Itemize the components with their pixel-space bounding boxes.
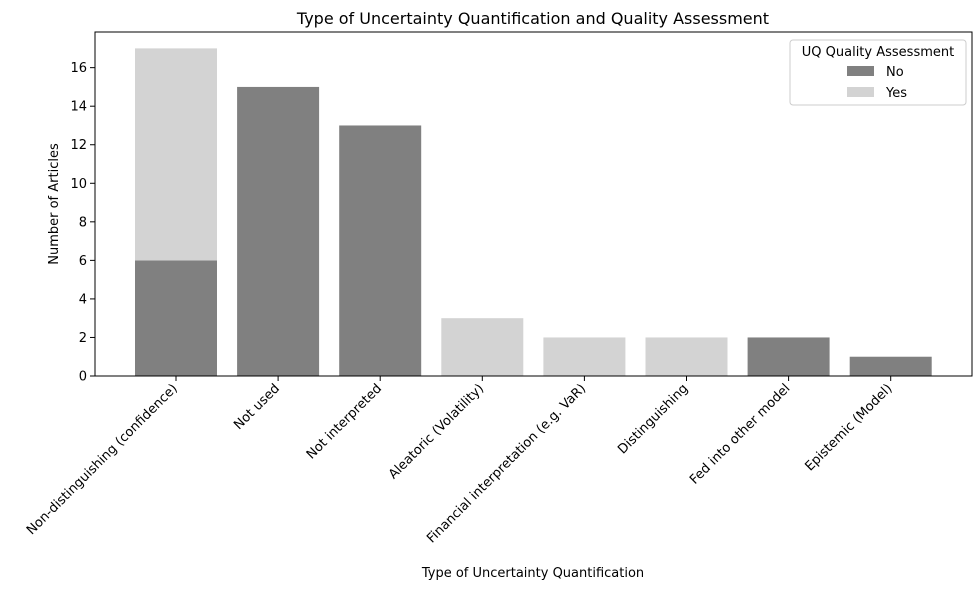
x-tick-label: Not used — [231, 381, 283, 433]
legend: UQ Quality Assessment No Yes — [789, 39, 967, 106]
bar-yes-0 — [135, 48, 217, 261]
x-tick-label: Epistemic (Model) — [802, 381, 895, 474]
y-tick-label: 6 — [79, 254, 87, 269]
bar-no-7 — [849, 356, 932, 376]
y-tick-label: 4 — [79, 292, 87, 307]
y-tick-label: 12 — [70, 138, 87, 153]
y-tick-label: 0 — [79, 370, 87, 385]
legend-label-no: No — [886, 65, 904, 80]
bar-no-0 — [135, 260, 217, 376]
x-tick-label: Fed into other model — [687, 381, 793, 487]
legend-swatch-no — [847, 66, 874, 76]
x-tick-label: Distinguishing — [615, 381, 691, 457]
bar-no-1 — [237, 86, 320, 376]
bars — [135, 48, 932, 376]
bar-no-6 — [747, 337, 830, 376]
x-tick-label: Financial interpretation (e.g. VaR) — [424, 381, 589, 546]
y-tick-label: 16 — [70, 61, 87, 76]
legend-box — [789, 39, 967, 106]
x-axis: Non-distinguishing (confidence) Not used N… — [24, 376, 896, 546]
legend-label-yes: Yes — [885, 86, 907, 101]
bar-no-2 — [339, 125, 422, 376]
bar-yes-5 — [645, 337, 728, 376]
chart-title: Type of Uncertainty Quantification and Q… — [296, 9, 769, 28]
x-tick-label: Non-distinguishing (confidence) — [24, 381, 181, 538]
bar-yes-3 — [441, 318, 524, 376]
y-axis: 0 2 4 6 8 10 12 14 16 — [70, 61, 95, 385]
y-tick-label: 2 — [79, 331, 87, 346]
y-axis-label: Number of Articles — [47, 143, 62, 265]
x-tick-label: Aleatoric (Volatility) — [386, 381, 487, 482]
x-axis-label: Type of Uncertainty Quantification — [421, 566, 644, 581]
y-tick-label: 8 — [79, 215, 87, 230]
legend-swatch-yes — [847, 87, 874, 97]
y-tick-label: 10 — [70, 177, 87, 192]
legend-title: UQ Quality Assessment — [802, 45, 954, 60]
bar-yes-4 — [543, 337, 626, 376]
y-tick-label: 14 — [70, 100, 87, 115]
plot-frame — [94, 31, 973, 377]
x-tick-label: Not interpreted — [304, 381, 385, 462]
